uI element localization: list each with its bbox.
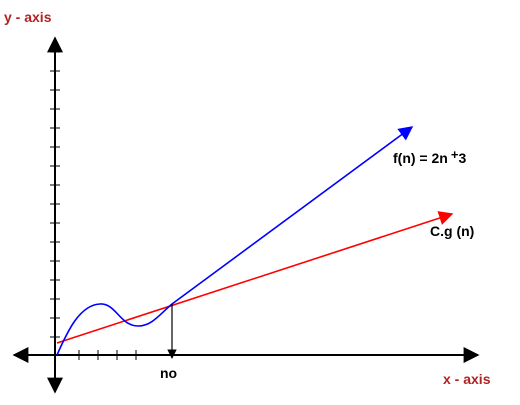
f-label: f(n) = 2n +3	[393, 147, 466, 166]
f-label-const: 3	[458, 150, 466, 166]
g-line	[57, 214, 452, 343]
f-curve	[57, 127, 412, 355]
n0-label: no	[160, 365, 177, 381]
x-axis-label: x - axis	[443, 371, 491, 387]
y-axis-label: y - axis	[4, 9, 52, 25]
g-label: C.g (n)	[430, 223, 474, 239]
f-label-main: f(n) = 2n	[393, 150, 448, 166]
